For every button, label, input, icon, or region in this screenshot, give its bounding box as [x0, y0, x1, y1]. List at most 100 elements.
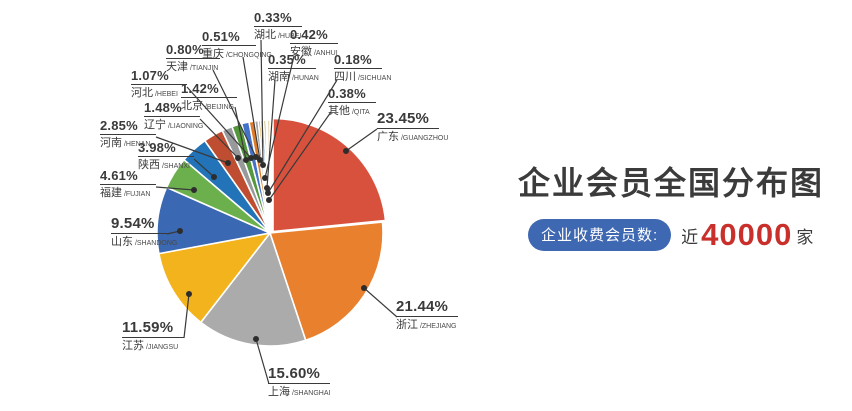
pie-label-percent: 1.42%: [181, 82, 237, 98]
info-panel: 企业会员全国分布图 企业收费会员数: 近 40000 家: [516, 0, 852, 411]
pie-label-percent: 0.80%: [166, 43, 220, 59]
province-pinyin: /SICHUAN: [356, 75, 392, 82]
province-pinyin-text: SHANGHAI: [293, 390, 331, 397]
province-pinyin-text: QITA: [353, 109, 370, 116]
pie-label-name: 重庆 /CHONGQING: [202, 46, 272, 60]
pie-label-name: 浙江 /ZHEJIANG: [396, 317, 458, 331]
province-pinyin: /ANHUI: [312, 50, 338, 57]
pie-label-percent: 2.85%: [100, 119, 156, 135]
province-name: 广东: [377, 131, 399, 143]
leader-dot-beijing: [243, 157, 249, 163]
pie-label-henan: 2.85% 河南 /HENAN: [100, 119, 156, 149]
pie-label-percent: 23.45%: [377, 111, 439, 129]
pie-label-anhui: 0.42% 安徽 /ANHUI: [290, 28, 338, 58]
province-pinyin: /HEBEI: [153, 91, 178, 98]
province-pinyin: /SHANDONG: [133, 240, 178, 247]
province-pinyin-text: GUANGZHOU: [402, 135, 449, 142]
province-name: 山东: [111, 236, 133, 248]
pie-label-name: 福建 /FUJIAN: [100, 185, 156, 199]
leader-line-shanghai: [255, 338, 270, 385]
leader-line-hebei: [186, 86, 252, 159]
province-pinyin: /CHONGQING: [224, 52, 272, 59]
province-name: 辽宁: [144, 119, 166, 131]
province-pinyin: /HUBEI: [276, 33, 302, 40]
province-pinyin-text: CHONGQING: [227, 52, 272, 59]
province-name: 湖北: [254, 29, 276, 41]
province-pinyin-text: HUNAN: [293, 75, 319, 82]
leader-dot-qita: [266, 197, 272, 203]
pie-slice-shanghai[interactable]: [199, 231, 307, 347]
province-pinyin-text: HEBEI: [156, 91, 178, 98]
pie-label-percent: 0.51%: [202, 30, 256, 46]
pie-label-name: 四川 /SICHUAN: [334, 69, 391, 83]
pie-slice-guangzhou[interactable]: [272, 117, 387, 233]
province-name: 安徽: [290, 46, 312, 58]
leader-dot-shandong: [177, 228, 183, 234]
pie-label-name: 广东 /GUANGZHOU: [377, 129, 448, 143]
province-pinyin-text: HENAN: [125, 141, 151, 148]
province-pinyin: /LIAONING: [166, 123, 204, 130]
pie-label-name: 北京 /BEIJING: [181, 98, 237, 112]
member-count-row: 企业收费会员数: 近 40000 家: [528, 217, 813, 253]
member-count-badge: 企业收费会员数:: [528, 219, 672, 251]
province-pinyin: /SHANGHAI: [290, 390, 331, 397]
pie-label-name: 湖南 /HUNAN: [268, 69, 319, 83]
province-pinyin-text: TIANJIN: [191, 65, 219, 72]
leader-line-henan: [155, 136, 229, 164]
pie-label-percent: 0.33%: [254, 11, 302, 27]
pie-label-percent: 11.59%: [122, 320, 184, 338]
province-pinyin: /BEIJING: [203, 104, 235, 111]
leader-dot-hebei: [248, 155, 254, 161]
pie-slice-jiangsu[interactable]: [157, 231, 272, 324]
province-pinyin: /HUNAN: [290, 75, 319, 82]
province-name: 陕西: [138, 159, 160, 171]
pie-label-shanghai: 15.60% 上海 /SHANGHAI: [268, 366, 330, 398]
pie-label-percent: 15.60%: [268, 366, 330, 384]
pie-label-percent: 1.48%: [144, 101, 200, 117]
pie-label-percent: 21.44%: [396, 299, 458, 317]
pie-label-percent: 9.54%: [111, 216, 167, 234]
pie-label-name: 上海 /SHANGHAI: [268, 384, 330, 398]
province-name: 江苏: [122, 340, 144, 352]
pie-label-sichuan: 0.18% 四川 /SICHUAN: [334, 53, 391, 83]
province-pinyin-text: SICHUAN: [359, 75, 392, 82]
leader-dot-hunan: [264, 185, 270, 191]
province-name: 重庆: [202, 48, 224, 60]
leader-line-jiangsu: [183, 293, 190, 339]
leader-line-shanxi: [193, 158, 215, 178]
pie-label-zhejiang: 21.44% 浙江 /ZHEJIANG: [396, 299, 458, 331]
leader-dot-hubei: [260, 162, 266, 168]
count-suffix: 家: [796, 227, 814, 247]
pie-label-hunan: 0.35% 湖南 /HUNAN: [268, 53, 319, 83]
leader-dot-guangzhou: [343, 148, 349, 154]
province-name: 天津: [166, 61, 188, 73]
leader-line-qita: [268, 111, 332, 201]
province-pinyin-text: LIAONING: [169, 123, 204, 130]
province-name: 湖南: [268, 71, 290, 83]
province-pinyin-text: BEIJING: [206, 104, 235, 111]
leader-line-guangzhou: [345, 128, 378, 152]
province-pinyin: /ZHEJIANG: [418, 323, 457, 330]
province-pinyin-text: ANHUI: [315, 50, 338, 57]
pie-label-percent: 0.18%: [334, 53, 382, 69]
leader-dot-anhui: [262, 175, 268, 181]
leader-line-hubei: [260, 39, 264, 166]
pie-label-chongqing: 0.51% 重庆 /CHONGQING: [202, 30, 272, 60]
pie-chart: 23.45% 广东 /GUANGZHOU 21.44% 浙江 /ZHEJIANG 15.…: [100, 11, 458, 398]
pie-label-percent: 0.38%: [328, 87, 376, 103]
pie-label-jiangsu: 11.59% 江苏 /JIANGSU: [122, 320, 184, 352]
province-pinyin-text: JIANGSU: [147, 344, 179, 351]
pie-label-beijing: 1.42% 北京 /BEIJING: [181, 82, 237, 112]
province-pinyin: /HENAN: [122, 141, 151, 148]
pie-slice-zhejiang[interactable]: [268, 221, 384, 342]
leader-line-zhejiang: [363, 287, 398, 318]
province-pinyin: /TIANJIN: [188, 65, 219, 72]
count-value: 40000: [701, 217, 793, 252]
leader-line-hunan: [266, 79, 276, 189]
pie-label-name: 江苏 /JIANGSU: [122, 338, 184, 352]
pie-label-name: 安徽 /ANHUI: [290, 44, 338, 58]
province-pinyin: /GUANGZHOU: [399, 135, 449, 142]
leader-dot-fujian: [191, 187, 197, 193]
pie-slice-qita[interactable]: [266, 119, 271, 234]
